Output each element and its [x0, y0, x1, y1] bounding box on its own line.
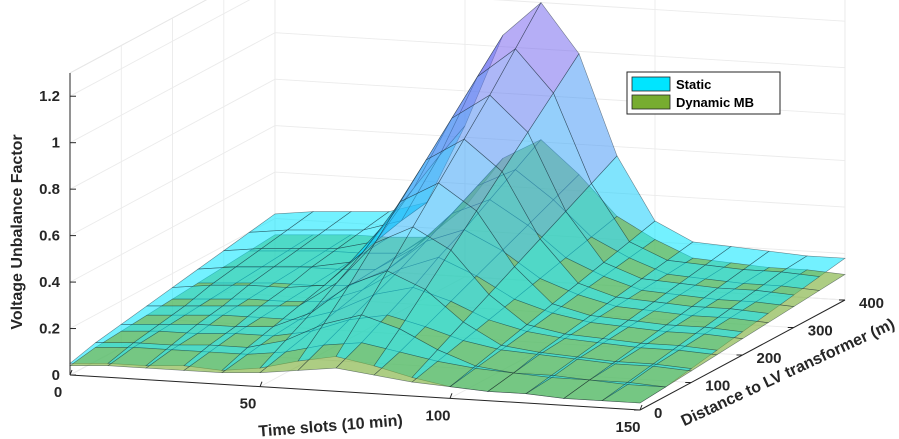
y-tick-label: 300	[808, 323, 833, 340]
x-tick-label: 150	[615, 419, 640, 436]
legend-swatch-static	[631, 76, 671, 92]
surface-layer	[69, 2, 846, 404]
legend-label-static: Static	[676, 77, 711, 92]
x-axis-line	[69, 374, 641, 411]
y-tick-label: 400	[859, 295, 884, 312]
y-tick-label: 0	[654, 405, 662, 422]
y-tick-label: 100	[705, 378, 730, 395]
x-tick-label: 50	[240, 396, 257, 413]
z-tick-label: 0.6	[39, 228, 60, 245]
y-tick-label: 200	[757, 350, 782, 367]
z-tick-label: 0.2	[39, 321, 60, 338]
z-tick-label: 0	[52, 367, 60, 384]
x-axis-label: Time slots (10 min)	[258, 412, 404, 439]
axis-lines	[69, 73, 846, 411]
x-tick-mark	[639, 404, 643, 411]
z-tick-label: 1.2	[39, 88, 60, 105]
x-tick-label: 100	[425, 407, 450, 424]
legend-swatch-dynamic-mb	[631, 94, 671, 110]
z-tick-label: 1	[52, 135, 60, 152]
tick-labels: 0 0.2 0.4 0.6 0.8 1 1.2 0 50 100 150 0 100 200 300 400	[39, 88, 884, 436]
z-axis-label: Voltage Unbalance Factor	[9, 134, 26, 329]
surface-patch-dynamic-mb	[601, 384, 667, 404]
top-back-edges	[69, 0, 208, 74]
x-tick-mark	[449, 393, 453, 399]
z-tick-label: 0.4	[39, 274, 61, 291]
legend-label-dynamic-mb: Dynamic MB	[676, 95, 754, 110]
x-tick-label: 0	[54, 384, 62, 401]
z-tick-label: 0.8	[39, 181, 60, 198]
x-tick-mark	[69, 369, 73, 376]
x-tick-mark	[259, 381, 263, 387]
legend: Static Dynamic MB	[626, 71, 781, 115]
